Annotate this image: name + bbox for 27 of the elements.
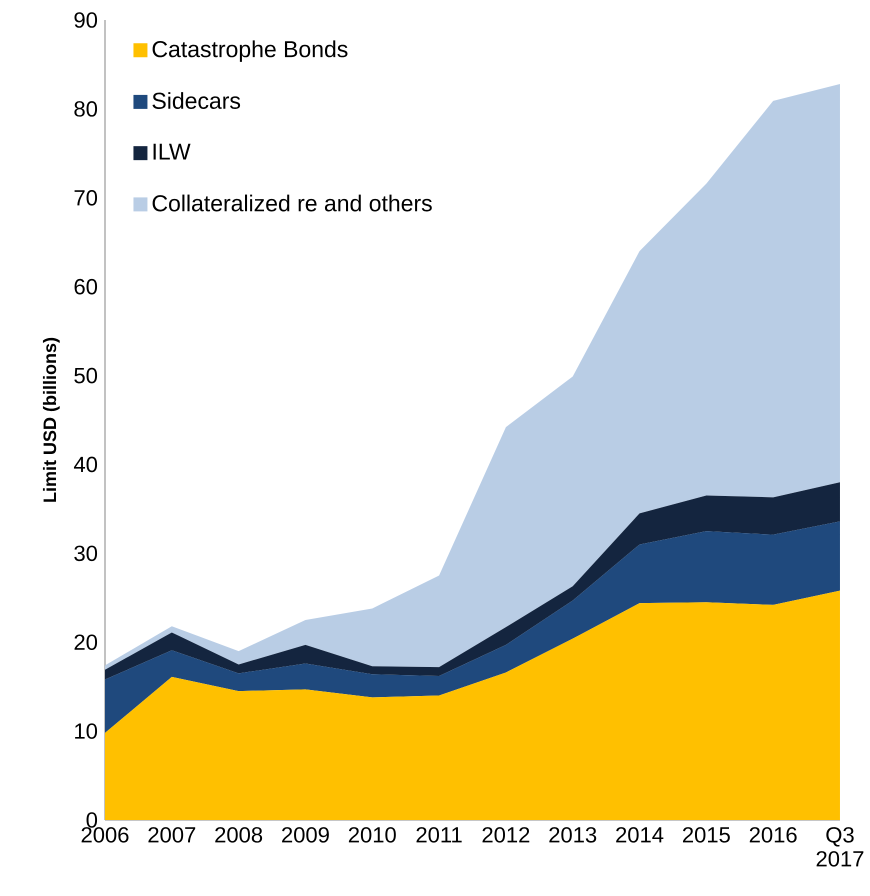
x-tick-label: 2010 [348,827,396,843]
x-tick-label: 2009 [282,827,329,843]
y-tick-label: 80 [74,101,98,117]
y-tick-label: 60 [74,278,98,294]
x-tick-label: 2006 [82,827,128,843]
y-axis-title: Limit USD (billions) [42,338,60,502]
x-tick-label: 2011 [416,827,462,843]
y-tick-label: 90 [74,12,98,28]
x-tick-label: 2015 [682,827,730,843]
y-tick-label: 50 [74,368,98,384]
y-tick-label: 10 [75,723,98,739]
legend-label: Sidecars [152,92,240,109]
y-tick-label: 70 [74,190,98,206]
x-tick-label: 2013 [549,827,596,843]
x-tick-label: 2008 [215,827,262,843]
x-tick-label: Q3 2017 [816,827,864,867]
y-tick-label: 20 [74,634,98,650]
x-tick-label: 2007 [148,827,196,843]
x-tick-label: 2012 [482,827,530,843]
legend-label: Catastrophe Bonds [152,40,348,62]
y-tick-label: 40 [74,456,98,472]
y-tick-label: 30 [74,546,98,562]
legend-label: ILW [154,144,191,160]
legend-label: Collateralized re and others [152,194,432,212]
y-tick-label: 0 [86,812,98,828]
x-tick-label: 2016 [750,827,797,843]
x-tick-label: 2014 [616,827,664,843]
